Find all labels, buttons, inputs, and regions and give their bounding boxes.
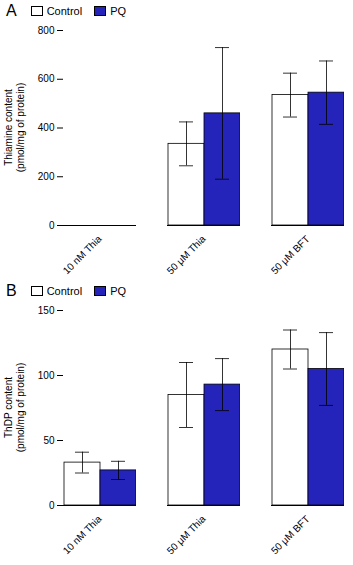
svg-text:10 nM Thia: 10 nM Thia xyxy=(61,513,104,556)
html-text:PQ: PQ xyxy=(110,5,126,17)
html-text:A: A xyxy=(6,2,17,19)
svg-text:0: 0 xyxy=(49,500,55,511)
svg-text:10 nM Thia: 10 nM Thia xyxy=(61,233,104,276)
svg-text:100: 100 xyxy=(38,370,55,381)
html-text:Control: Control xyxy=(46,5,83,17)
html-text:B: B xyxy=(6,282,17,299)
svg-text:200: 200 xyxy=(38,171,55,182)
svg-text:600: 600 xyxy=(38,73,55,84)
svg-text:400: 400 xyxy=(38,122,55,133)
svg-text:50 μM BFT: 50 μM BFT xyxy=(269,233,312,276)
svg-text:0: 0 xyxy=(49,220,55,231)
svg-text:50 μM Thia: 50 μM Thia xyxy=(165,513,208,556)
svg-text:50 μM BFT: 50 μM BFT xyxy=(269,513,312,556)
svg-text:50: 50 xyxy=(43,435,55,446)
svg-text:Thiamine content(pmol/mg of pr: Thiamine content(pmol/mg of protein) xyxy=(3,83,26,172)
html-text:PQ: PQ xyxy=(110,285,126,297)
svg-text:50 μM Thia: 50 μM Thia xyxy=(165,233,208,276)
svg-text:800: 800 xyxy=(38,25,55,36)
html-text:Control: Control xyxy=(46,285,83,297)
svg-text:150: 150 xyxy=(38,305,55,316)
svg-text:ThDP content(pmol/mg of protei: ThDP content(pmol/mg of protein) xyxy=(3,363,26,452)
